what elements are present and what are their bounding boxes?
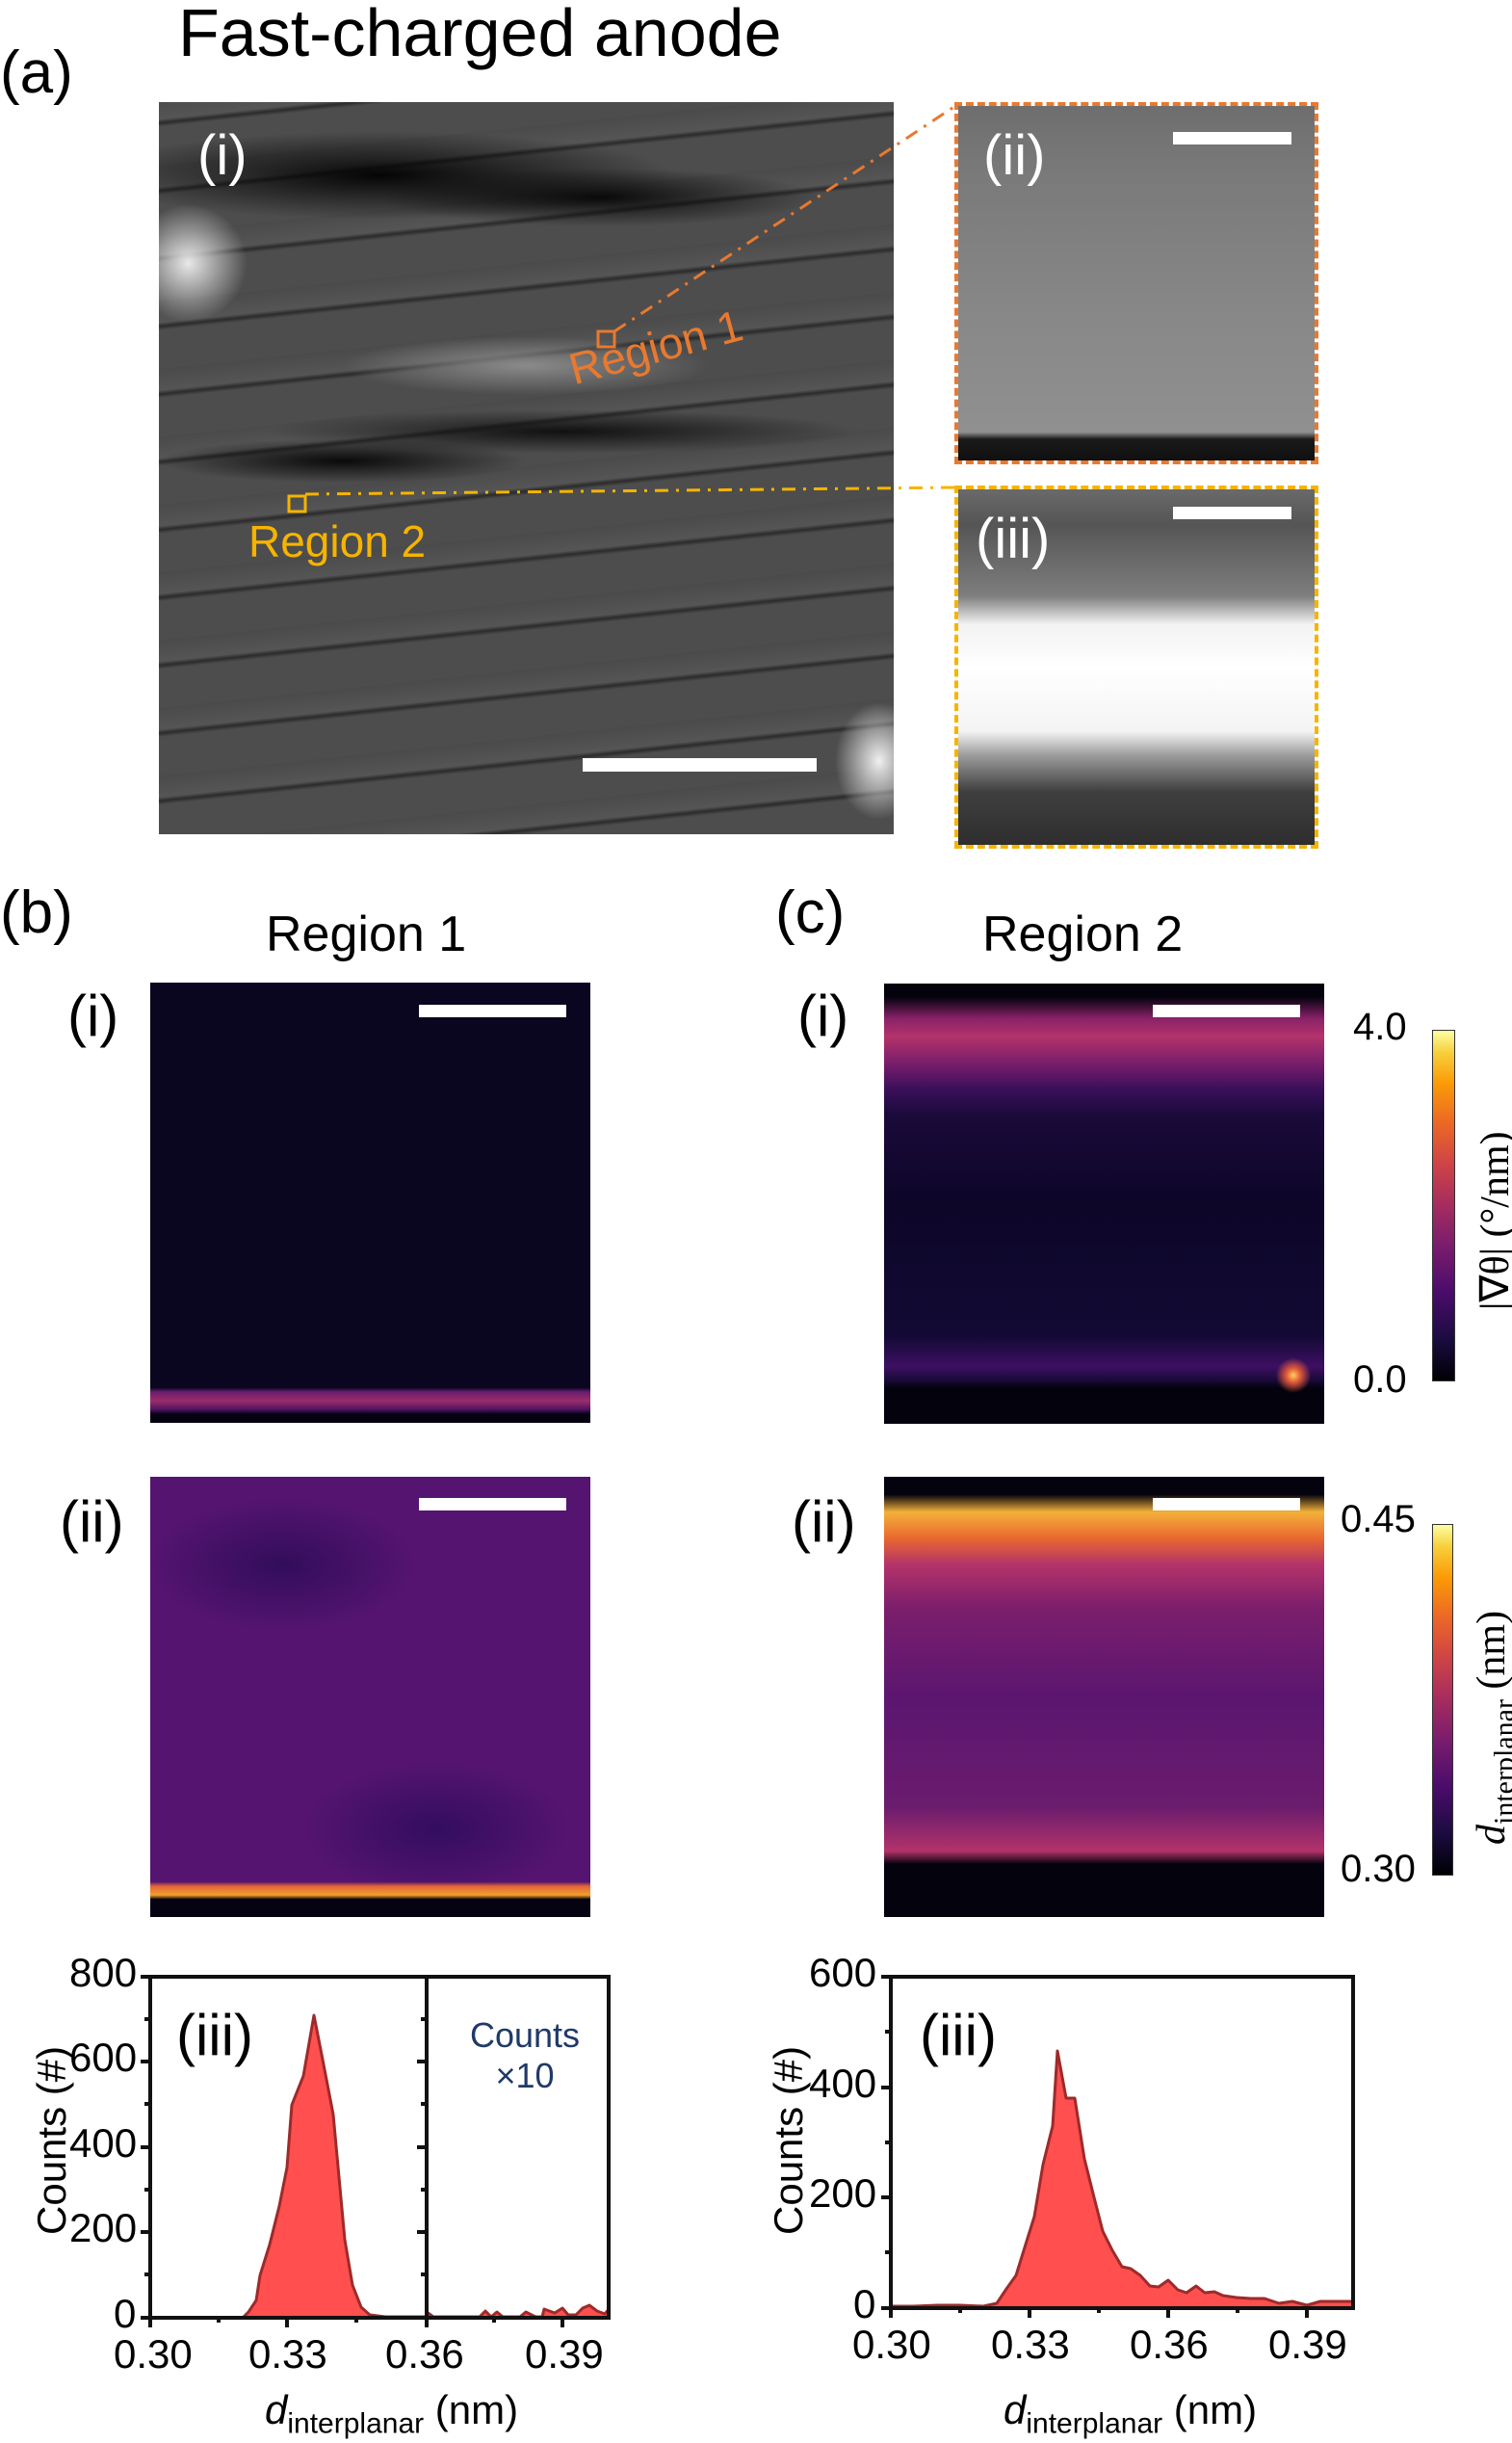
panel-b-title: Region 1 [266,906,467,962]
colorbar-grad-min: 0.0 [1353,1358,1407,1401]
hist-c-ytick-200: 200 [809,2170,877,2216]
hist-b-annotation-line1: Counts [469,2015,581,2055]
hist-b-annotation: Counts ×10 [453,2015,597,2096]
hist-c-xlabel-sub: interplanar [1026,2407,1163,2440]
hist-b-xtick-033: 0.33 [248,2331,327,2377]
histogram-region1 [141,1975,611,2327]
colorbar-d-label-sub: interplanar [1488,1699,1512,1825]
map-c-i-scale-bar [1153,1005,1300,1017]
inset-ii-label: (ii) [983,124,1046,187]
colorbar-d-label: dinterplanar (nm) [1469,1611,1512,1845]
hist-c-label: (iii) [920,2003,997,2067]
colorbar-d-max: 0.45 [1341,1498,1416,1540]
hist-c-xlabel-main: d [1004,2387,1027,2432]
hist-b-xtick-039: 0.39 [525,2331,604,2377]
colorbar-d-min: 0.30 [1341,1848,1416,1890]
hist-c-ylabel: Counts (#) [766,2045,811,2235]
inset-iii-scale-bar [1173,507,1291,519]
inset-ii-scale-bar [1173,132,1291,144]
hist-c-xlabel-unit: (nm) [1162,2387,1258,2432]
hist-b-annotation-line2: ×10 [495,2056,555,2095]
hist-b-ytick-600: 600 [69,2035,138,2080]
hist-b-x10-area [425,2303,611,2320]
colorbar-d-label-main: d [1470,1825,1512,1845]
hist-b-xlabel-sub: interplanar [287,2407,425,2440]
hist-c-xlabel: dinterplanar (nm) [1004,2387,1257,2440]
region2-box [287,494,307,513]
region1-connector [613,102,959,333]
hist-c-xtick-033: 0.33 [991,2322,1070,2367]
region-overlay [287,102,959,513]
hist-c-ytick-400: 400 [809,2061,877,2106]
hist-b-ylabel: Counts (#) [29,2045,74,2235]
scale-bar [583,758,817,772]
panel-c-label: (c) [775,880,846,946]
hist-c-area [889,2049,1355,2310]
panel-b-i-label: (i) [67,984,119,1048]
region2-spacing-map [884,1477,1324,1917]
hist-b-xlabel-main: d [265,2387,288,2432]
hist-b-ytick-400: 400 [69,2120,138,2166]
region1-spacing-map [150,1477,590,1917]
map-b-i-scale-bar [419,1005,566,1017]
map-c-ii-scale-bar [1153,1498,1300,1510]
hist-c-ytick-0: 0 [853,2281,876,2326]
hist-b-xtick-030: 0.30 [114,2331,193,2377]
panel-b-label: (b) [0,880,73,946]
region1-gradient-map [150,983,590,1423]
map-b-ii-scale-bar [419,1498,566,1510]
hist-c-xtick-039: 0.39 [1268,2322,1347,2367]
histogram-region2 [881,1975,1355,2318]
hist-c-xtick-036: 0.36 [1130,2322,1209,2367]
hist-b-xtick-036: 0.36 [385,2331,464,2377]
figure-title: Fast-charged anode [178,0,782,70]
hist-c-ytick-600: 600 [809,1950,877,1995]
hist-c-xtick-030: 0.30 [852,2322,931,2367]
panel-c-ii-label: (ii) [792,1489,856,1554]
inset-ii-image: (ii) [954,102,1318,464]
inset-iii-image: (iii) [954,486,1318,849]
region2-connector [304,486,959,496]
panel-c-i-label: (i) [797,984,849,1048]
sem-overview-image: (i) [159,102,894,834]
hist-b-ytick-800: 800 [69,1950,138,1995]
region2-gradient-map [884,984,1324,1424]
hist-b-xlabel: dinterplanar (nm) [265,2387,518,2440]
colorbar-grad-label: |∇θ| (°/nm) [1473,1131,1512,1310]
hist-b-xlabel-unit: (nm) [424,2387,519,2432]
region1-box [596,329,616,349]
hist-b-ytick-200: 200 [69,2205,138,2250]
panel-c-title: Region 2 [982,906,1184,962]
inset-iii-label: (iii) [976,508,1051,570]
panel-a-label: (a) [0,39,73,106]
image-i-label: (i) [197,124,248,187]
colorbar-d-label-unit: (nm) [1470,1610,1512,1700]
hist-b-label: (iii) [176,2003,253,2067]
panel-b-ii-label: (ii) [60,1489,124,1554]
region2-label: Region 2 [248,516,427,566]
colorbar-gradient [1432,1030,1455,1381]
hist-b-ytick-0: 0 [114,2291,137,2336]
colorbar-grad-max: 4.0 [1353,1006,1407,1048]
colorbar-d [1432,1524,1453,1876]
